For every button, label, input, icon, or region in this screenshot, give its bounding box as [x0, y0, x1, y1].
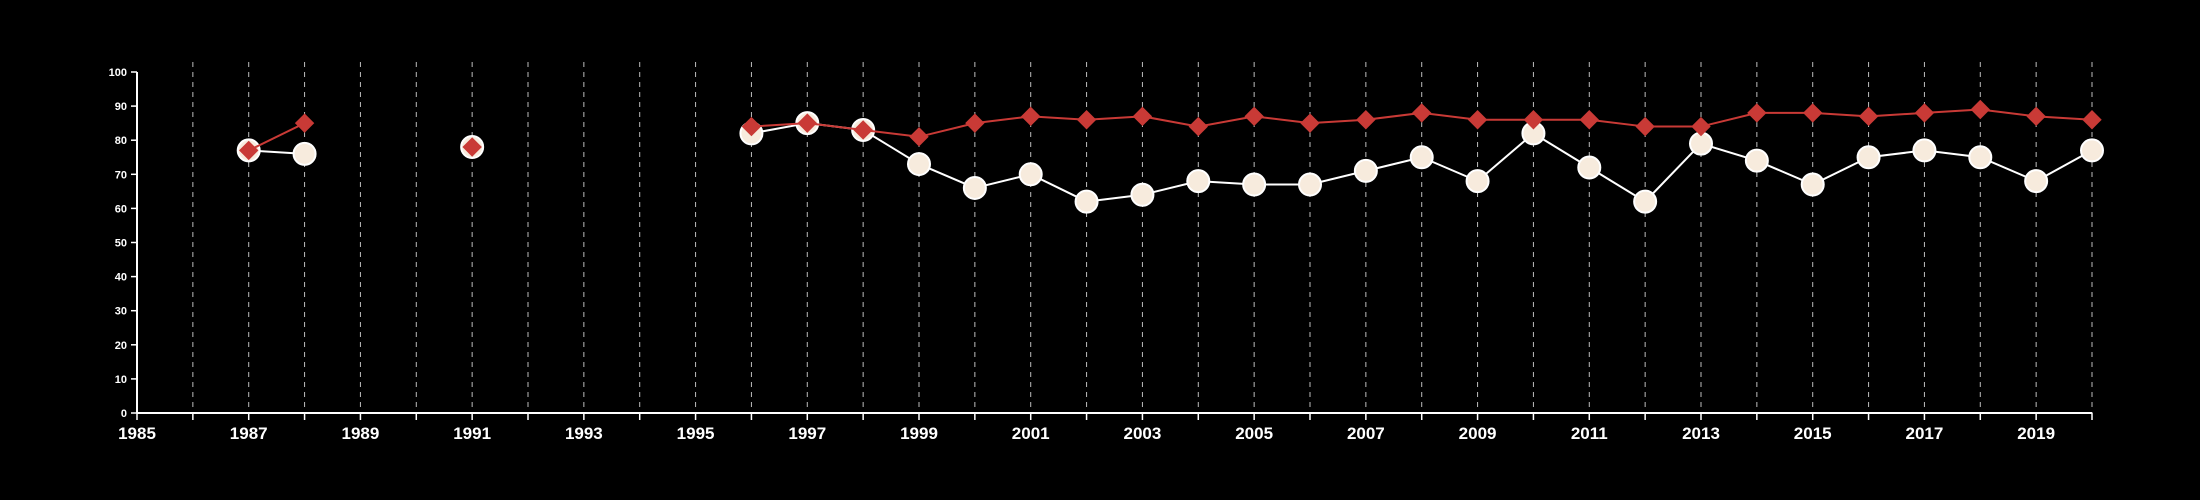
series-2-point-1997: [797, 113, 817, 133]
series-1-point-2017: [1912, 138, 1937, 163]
ytick-label-10: 10: [115, 374, 127, 386]
ytick-label-50: 50: [115, 238, 127, 250]
series-2-point-1991: [462, 137, 482, 157]
xtick-label-2015: 2015: [1794, 424, 1832, 443]
xtick-label-1995: 1995: [677, 424, 715, 443]
ytick-label-60: 60: [115, 203, 127, 215]
xtick-label-1985: 1985: [118, 424, 156, 443]
xtick-label-2013: 2013: [1682, 424, 1720, 443]
series-2-point-2019: [2026, 106, 2046, 127]
series-2-point-2008: [1412, 103, 1432, 123]
xtick-label-2019: 2019: [2017, 424, 2055, 443]
series-1-point-2002: [1074, 189, 1099, 214]
series-1-point-2014: [1744, 148, 1769, 173]
series-2-point-2002: [1076, 110, 1097, 130]
series-1-point-2008: [1409, 145, 1434, 170]
series-layer: [236, 99, 2104, 214]
series-2-point-2009: [1467, 110, 1488, 130]
series-2-point-2014: [1747, 103, 1767, 123]
series-1-point-2018: [1968, 145, 1993, 170]
series-2-point-2001: [1021, 106, 1041, 127]
series-1-point-2016: [1856, 145, 1881, 170]
series-2-point-2000: [965, 113, 985, 133]
series-2-point-1987: [239, 140, 259, 161]
xtick-label-2011: 2011: [1571, 424, 1608, 443]
series-2-point-1996: [741, 116, 762, 137]
series-1-point-2015: [1800, 172, 1825, 197]
series-2-point-2016: [1858, 106, 1879, 127]
series-2-point-2011: [1579, 110, 1599, 130]
series-1-point-2020: [2080, 138, 2104, 163]
series-1-point-1988: [292, 141, 317, 166]
series-1-point-2011: [1577, 155, 1602, 180]
series-2-point-1988: [294, 113, 315, 133]
ytick-label-90: 90: [115, 101, 127, 113]
xtick-label-1997: 1997: [788, 424, 826, 443]
series-2-point-2007: [1356, 110, 1376, 130]
xtick-label-2003: 2003: [1124, 424, 1162, 443]
series-2-point-1998: [853, 120, 873, 140]
series-2-point-2017: [1914, 103, 1935, 123]
series-2-point-1999: [909, 127, 929, 147]
series-2-point-2012: [1635, 116, 1655, 137]
series-1-point-2006: [1298, 172, 1322, 197]
series-1-point-1999: [907, 152, 931, 177]
xtick-label-1993: 1993: [565, 424, 603, 443]
series-2-point-2013: [1691, 116, 1711, 137]
series-1-point-2019: [2024, 169, 2049, 194]
series-2-point-2005: [1244, 106, 1264, 127]
series-2-point-2015: [1803, 103, 1823, 123]
series-1-point-2000: [962, 175, 987, 200]
xtick-label-1987: 1987: [230, 424, 268, 443]
xtick-label-1999: 1999: [900, 424, 938, 443]
xtick-label-2007: 2007: [1347, 424, 1385, 443]
ytick-label-80: 80: [115, 135, 127, 147]
ytick-label-0: 0: [121, 408, 127, 420]
series-1-point-2001: [1018, 162, 1043, 187]
xtick-label-1989: 1989: [342, 424, 380, 443]
series-2-point-2018: [1970, 99, 1990, 120]
series-1-point-2009: [1465, 169, 1490, 194]
series-2-point-2020: [2082, 110, 2102, 130]
series-2-point-2006: [1300, 113, 1320, 133]
series-2-point-2010: [1523, 110, 1544, 130]
xtick-label-2001: 2001: [1012, 424, 1050, 443]
xtick-label-2017: 2017: [1906, 424, 1944, 443]
series-2-point-2003: [1132, 106, 1153, 127]
series-1-point-2005: [1242, 172, 1267, 197]
ytick-label-100: 100: [109, 67, 127, 79]
ytick-label-70: 70: [115, 169, 127, 181]
ytick-label-20: 20: [115, 340, 127, 352]
xtick-label-2005: 2005: [1235, 424, 1273, 443]
xtick-label-2009: 2009: [1459, 424, 1497, 443]
ytick-label-40: 40: [115, 272, 127, 284]
series-1-point-2003: [1130, 182, 1155, 207]
series-1-point-2004: [1186, 169, 1211, 194]
series-1-point-2007: [1353, 158, 1378, 183]
xtick-label-1991: 1991: [453, 424, 491, 443]
series-2-line-segment-1: [248, 122, 306, 152]
series-1-point-2012: [1633, 189, 1658, 214]
vertical-gridlines: [192, 62, 2093, 413]
axes: 0 10 20 30 40 50 60 70 80 90 100 1985 1987 1989 1991 19…: [109, 67, 2093, 443]
series-2-point-2004: [1188, 116, 1208, 137]
ytick-label-30: 30: [115, 306, 127, 318]
